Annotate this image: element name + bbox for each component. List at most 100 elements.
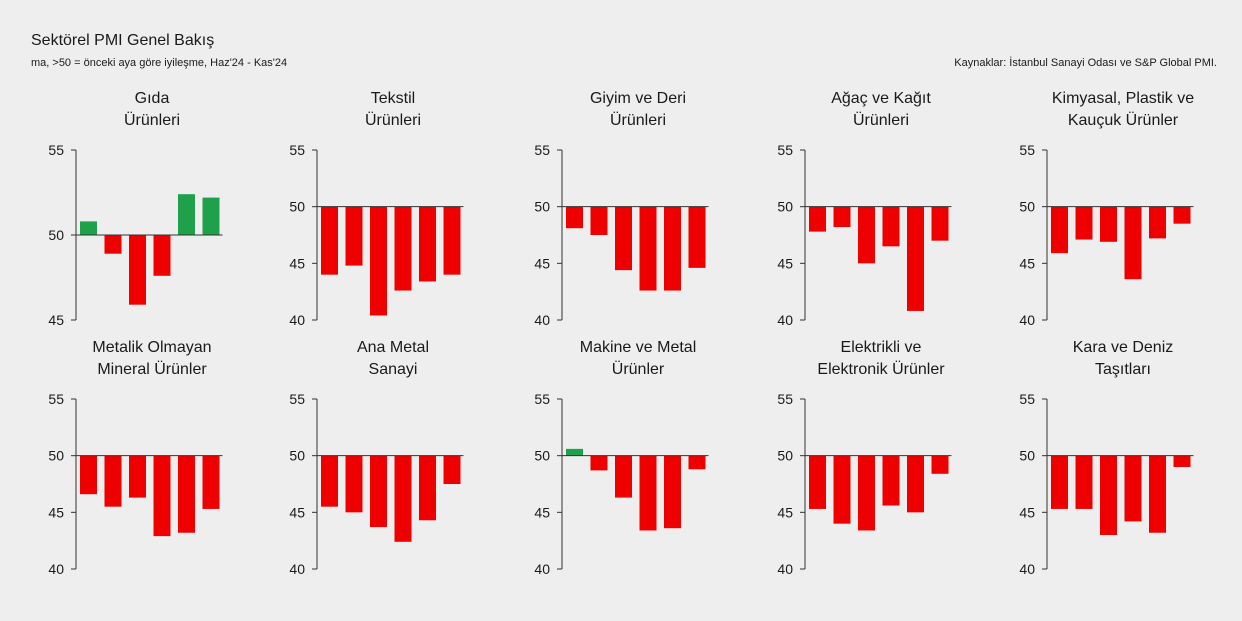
- bar: [1075, 455, 1093, 509]
- y-tick-label: 40: [534, 561, 550, 577]
- y-tick-label: 55: [289, 142, 305, 158]
- bar: [882, 455, 900, 506]
- panel-title: Tekstil Ürünleri: [278, 88, 508, 132]
- bar: [394, 455, 412, 542]
- bar: [639, 455, 657, 531]
- y-tick-label: 45: [777, 255, 793, 271]
- y-tick-label: 55: [777, 142, 793, 158]
- bar: [129, 235, 146, 305]
- page-subtitle: ma, >50 = önceki aya göre iyileşme, Haz'…: [31, 57, 288, 69]
- panel-title: Gıda Ürünleri: [37, 88, 267, 132]
- bar: [1075, 206, 1093, 240]
- bar: [1149, 206, 1166, 239]
- y-tick-label: 50: [777, 448, 793, 464]
- y-tick-label: 55: [1019, 391, 1035, 407]
- panel-title-line: Ürünleri: [364, 112, 421, 129]
- bar: [833, 455, 851, 524]
- y-tick-label: 45: [777, 504, 793, 520]
- y-tick-label: 55: [289, 391, 305, 407]
- panel-chart: 40 45 50 55: [777, 142, 952, 328]
- bar: [202, 197, 220, 235]
- y-tick-label: 50: [48, 227, 64, 243]
- y-tick-label: 45: [289, 504, 305, 520]
- y-tick-label: 40: [48, 561, 64, 577]
- bar: [615, 206, 632, 271]
- y-tick-label: 45: [48, 504, 64, 520]
- panel-title-line: Ana Metal: [356, 339, 430, 356]
- y-tick-label: 40: [289, 312, 305, 328]
- bar: [590, 206, 608, 235]
- bar: [129, 455, 146, 498]
- source-note: Kaynaklar: İstanbul Sanayi Odası ve S&P …: [954, 57, 1217, 69]
- bar: [370, 206, 387, 316]
- panel-title-line: Ürünleri: [123, 112, 180, 129]
- panel-title: Kimyasal, Plastik ve Kauçuk Ürünler: [1008, 88, 1238, 132]
- bar: [1051, 206, 1068, 254]
- y-tick-label: 40: [1019, 312, 1035, 328]
- y-tick-label: 50: [534, 448, 550, 464]
- y-tick-label: 50: [1019, 199, 1035, 215]
- y-tick-label: 50: [1019, 448, 1035, 464]
- panel-title-line: Elektrikli ve: [840, 339, 922, 356]
- bar: [615, 455, 632, 498]
- y-tick-label: 40: [289, 561, 305, 577]
- y-tick-label: 40: [534, 312, 550, 328]
- page-title: Sektörel PMI Genel Bakış: [31, 32, 215, 49]
- y-tick-label: 55: [48, 142, 64, 158]
- panel-title-line: Tekstil: [370, 90, 416, 107]
- bar: [104, 235, 122, 254]
- panel-title: Giyim ve Deri Ürünleri: [523, 88, 753, 132]
- panel-title-line: Ağaç ve Kağıt: [831, 90, 931, 107]
- y-tick-label: 50: [48, 448, 64, 464]
- panel-chart: 40 45 50 55: [1019, 142, 1194, 328]
- y-tick-label: 55: [534, 391, 550, 407]
- panel-title-line: Mineral Ürünler: [97, 361, 207, 378]
- bar: [590, 455, 608, 471]
- bar: [664, 206, 681, 291]
- bar: [688, 206, 706, 268]
- bar: [931, 455, 949, 474]
- bar: [443, 455, 461, 484]
- panel-title-line: Taşıtları: [1094, 361, 1151, 378]
- bar: [1100, 455, 1117, 535]
- bar: [688, 455, 706, 470]
- panel-title: Metalik Olmayan Mineral Ürünler: [37, 337, 267, 381]
- panel-chart: 40 45 50 55: [289, 391, 464, 577]
- panel-title-line: Kimyasal, Plastik ve: [1051, 90, 1195, 107]
- bar: [1124, 206, 1142, 280]
- y-tick-label: 45: [1019, 504, 1035, 520]
- y-tick-label: 45: [534, 255, 550, 271]
- y-tick-label: 55: [534, 142, 550, 158]
- bar: [80, 221, 97, 235]
- bar: [858, 206, 875, 264]
- panel-chart: 40 45 50 55: [1019, 391, 1194, 577]
- y-tick-label: 50: [534, 199, 550, 215]
- panel-title-line: Ürünleri: [609, 112, 666, 129]
- bar: [153, 455, 171, 537]
- bar: [566, 206, 583, 229]
- y-tick-label: 55: [48, 391, 64, 407]
- bar: [178, 455, 195, 533]
- panel-title-line: Sanayi: [368, 361, 418, 378]
- bar: [566, 448, 583, 456]
- y-tick-label: 40: [777, 561, 793, 577]
- panel-chart: 40 45 50 55: [534, 142, 709, 328]
- bar: [1149, 455, 1166, 533]
- bar: [80, 455, 97, 495]
- bar: [809, 206, 826, 232]
- bar: [153, 235, 171, 276]
- panel-chart: 40 45 50 55: [289, 142, 464, 328]
- y-tick-label: 40: [1019, 561, 1035, 577]
- bar: [1173, 206, 1191, 224]
- panel-title: Ana Metal Sanayi: [278, 337, 508, 381]
- bar: [419, 206, 436, 282]
- bar: [858, 455, 875, 531]
- panel-title-line: Giyim ve Deri: [589, 90, 686, 107]
- y-tick-label: 55: [1019, 142, 1035, 158]
- panel-title: Kara ve Deniz Taşıtları: [1008, 337, 1238, 381]
- y-tick-label: 50: [777, 199, 793, 215]
- bar: [370, 455, 387, 528]
- panel-title-line: Metalik Olmayan: [92, 339, 212, 356]
- panel-title-line: Kara ve Deniz: [1072, 339, 1174, 356]
